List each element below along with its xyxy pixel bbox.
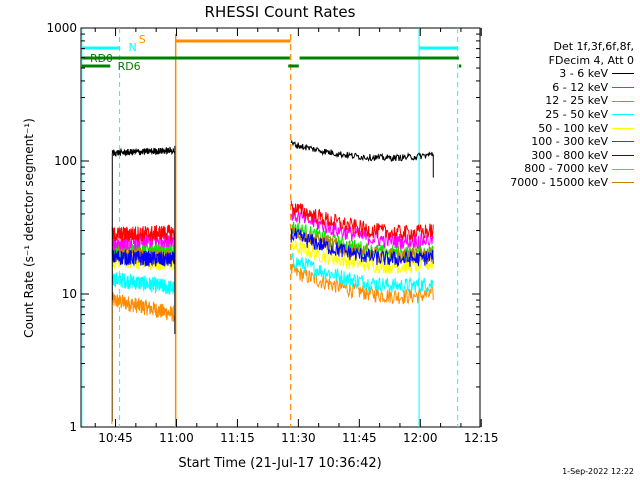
legend-entry-label: 50 - 100 keV [538, 121, 608, 135]
legend-entry: 12 - 25 keV [469, 94, 634, 108]
y-tick-label: 10 [62, 287, 77, 301]
series-line-4 [111, 272, 175, 295]
legend-entry: 6 - 12 keV [469, 81, 634, 95]
legend-entry: 800 - 7000 keV [469, 162, 634, 176]
legend-entry-label: 6 - 12 keV [552, 80, 608, 94]
legend-swatch [612, 114, 634, 116]
legend-swatch [612, 141, 634, 143]
legend-swatch [612, 100, 634, 102]
legend-swatch [612, 168, 634, 170]
series-line-1 [111, 146, 175, 157]
legend-entry: 3 - 6 keV [469, 67, 634, 81]
x-tick-label: 11:00 [159, 431, 194, 445]
saa-flag-label: S [139, 33, 146, 46]
legend-entries: 3 - 6 keV 6 - 12 keV 12 - 25 keV 25 - 50 ke… [469, 67, 634, 189]
x-tick-label: 11:15 [220, 431, 255, 445]
chart-title: RHESSI Count Rates [205, 3, 356, 21]
legend-title-line-1: Det 1f,3f,6f,8f, [553, 40, 634, 53]
y-tick-label: 1000 [46, 21, 77, 35]
x-axis-label: Start Time (21-Jul-17 10:36:42) [178, 456, 381, 471]
x-tick-label: 12:15 [464, 431, 499, 445]
x-tick-label: 12:00 [403, 431, 438, 445]
legend-swatch [612, 87, 634, 89]
legend: Det 1f,3f,6f,8f, FDecim 4, Att 0 3 - 6 k… [469, 40, 634, 190]
axis-layer: 10:45 11:00 11:15 11:30 11:45 12:00 12:15 1 10 10… [46, 21, 498, 445]
legend-entry-label: 25 - 50 keV [545, 107, 608, 121]
y-axis-label: Count Rate (s⁻¹ detector segment⁻¹) [22, 118, 36, 338]
series-line-8 [111, 292, 175, 322]
legend-entry-label: 7000 - 15000 keV [510, 175, 608, 189]
y-tick-label: 1 [69, 420, 77, 434]
series-line-6 [111, 224, 175, 242]
x-tick-label: 11:30 [281, 431, 316, 445]
legend-swatch [612, 127, 634, 129]
x-tick-label: 11:45 [342, 431, 377, 445]
series-line-1 [290, 139, 434, 163]
series-line-7 [111, 249, 175, 267]
legend-entry-label: 800 - 7000 keV [524, 162, 608, 176]
series-layer [111, 139, 434, 425]
legend-swatch [612, 155, 634, 157]
series-line-8 [290, 263, 434, 305]
night-flag-label: N [129, 41, 137, 54]
series-line-4 [290, 252, 434, 294]
legend-entry-label: 300 - 800 keV [531, 148, 608, 162]
legend-entry-label: 3 - 6 keV [559, 67, 608, 81]
plot-frame [80, 27, 481, 428]
legend-title-line-2: FDecim 4, Att 0 [548, 53, 634, 67]
legend-entry: 300 - 800 keV [469, 149, 634, 163]
series-line-7 [290, 228, 434, 268]
x-tick-label: 10:45 [98, 431, 133, 445]
legend-swatch [612, 182, 634, 184]
legend-swatch [612, 73, 634, 75]
legend-entry: 100 - 300 keV [469, 135, 634, 149]
datestamp: 1-Sep-2022 12:22 [562, 467, 634, 476]
legend-entry: 7000 - 15000 keV [469, 176, 634, 190]
y-tick-label: 100 [54, 154, 77, 168]
legend-entry: 50 - 100 keV [469, 122, 634, 136]
legend-entry-label: 12 - 25 keV [545, 94, 608, 108]
rd0-flag-label: RD0 [90, 52, 113, 65]
legend-entry: 25 - 50 keV [469, 108, 634, 122]
legend-entry-label: 100 - 300 keV [531, 135, 608, 149]
rd6-flag-label: RD6 [118, 60, 141, 73]
series-line-6 [290, 200, 434, 242]
